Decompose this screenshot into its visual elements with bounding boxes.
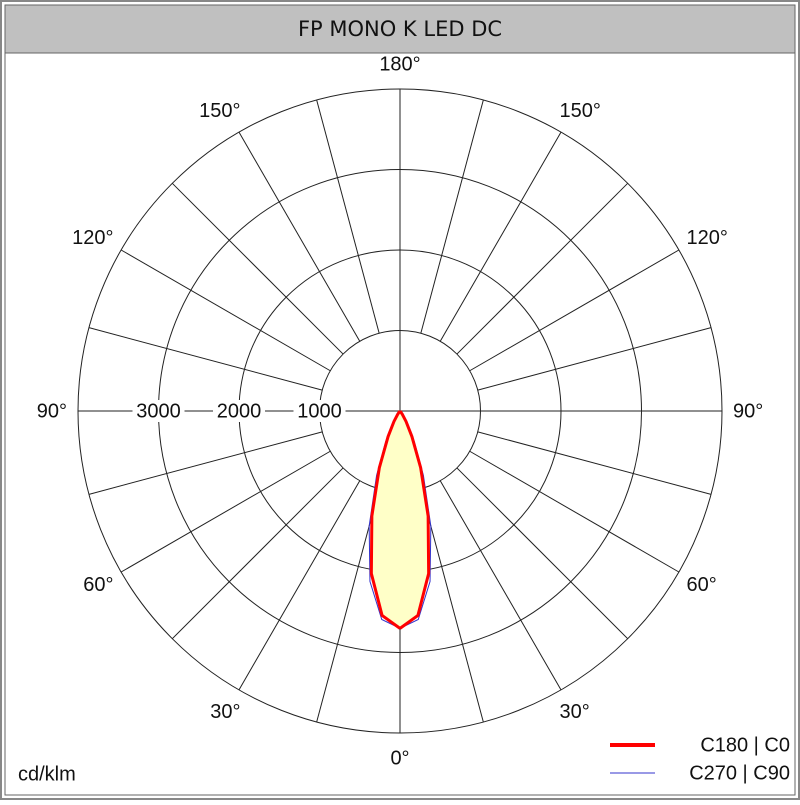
- angle-label: 30°: [560, 701, 590, 723]
- spoke: [171, 182, 344, 355]
- angle-label: 150°: [560, 100, 601, 122]
- spoke: [456, 182, 629, 355]
- spoke: [456, 467, 629, 640]
- outer-ring: [77, 88, 723, 734]
- spoke: [238, 480, 361, 691]
- unit-label: cd/klm: [18, 763, 76, 785]
- spoke: [88, 431, 323, 495]
- r-tick-label: 2000: [217, 400, 262, 422]
- angle-label: 120°: [72, 227, 113, 249]
- spoke: [439, 480, 562, 691]
- chart-title: FP MONO K LED DC: [298, 17, 502, 41]
- spoke: [439, 131, 562, 342]
- angle-label: 60°: [83, 574, 113, 596]
- legend-label: C180 | C0: [700, 734, 790, 756]
- spoke: [420, 99, 484, 334]
- angle-label: 150°: [199, 100, 240, 122]
- spoke: [120, 450, 331, 573]
- spoke: [88, 327, 323, 391]
- spoke: [120, 249, 331, 372]
- angle-label: 30°: [210, 701, 240, 723]
- angle-label: 180°: [379, 53, 420, 75]
- spoke: [469, 450, 680, 573]
- spoke: [238, 131, 361, 342]
- title-bar: [4, 4, 796, 54]
- label-bg: [132, 400, 185, 422]
- label-bg: [293, 400, 346, 422]
- label-bg: [213, 400, 265, 422]
- r-tick-label: 3000: [136, 400, 181, 422]
- beam-fill: [371, 411, 429, 629]
- spoke: [171, 467, 344, 640]
- spoke: [477, 431, 712, 495]
- spoke: [316, 99, 380, 334]
- legend-label: C270 | C90: [689, 762, 790, 784]
- intensity-curve: [398, 410, 431, 630]
- intensity-curve: [369, 410, 402, 630]
- angle-label: 120°: [687, 227, 728, 249]
- angle-label: 60°: [687, 574, 717, 596]
- plot-frame: [4, 52, 796, 796]
- spoke: [469, 249, 680, 372]
- angle-label: 90°: [733, 400, 763, 422]
- spoke: [477, 327, 712, 391]
- angle-label: 90°: [37, 400, 67, 422]
- angle-label: 0°: [390, 747, 409, 769]
- r-tick-label: 1000: [297, 400, 342, 422]
